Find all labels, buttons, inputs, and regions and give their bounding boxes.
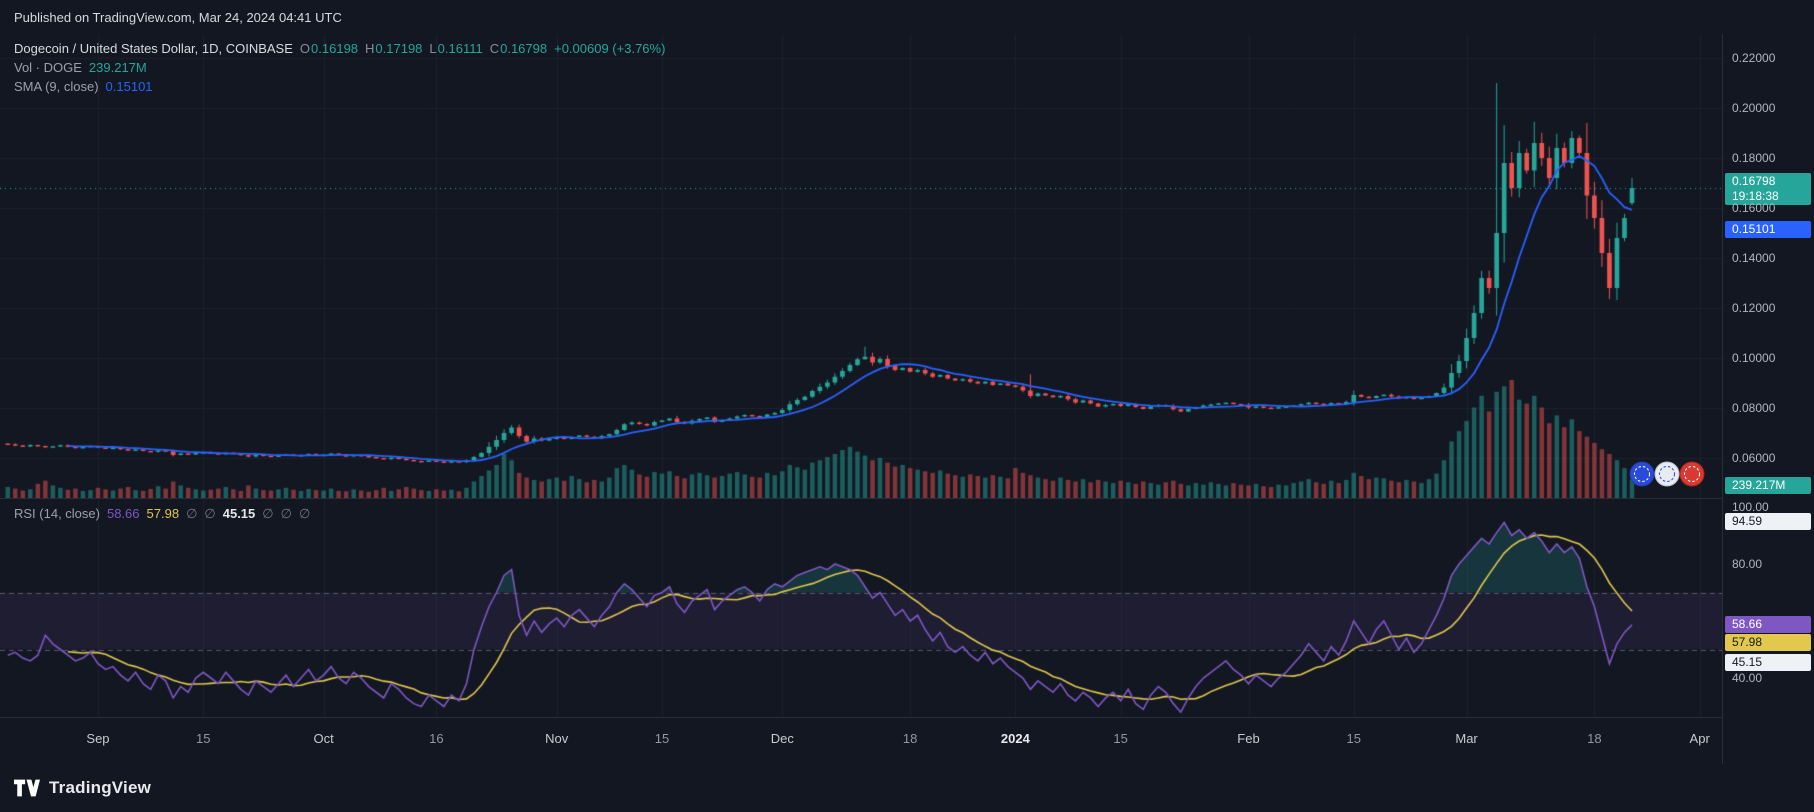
time-axis-label: 15 <box>196 731 211 746</box>
scale-label: 0.20000 <box>1732 101 1776 115</box>
rsi-null-value: ∅ <box>186 505 198 521</box>
time-axis-label: Mar <box>1455 731 1478 746</box>
time-axis-label: Sep <box>86 731 110 746</box>
close-value: 0.16798 <box>500 41 548 56</box>
rsi-value: 58.66 <box>106 506 140 521</box>
rsi-mid-badge-value: 45.15 <box>1732 655 1763 670</box>
scale-label: 0.18000 <box>1732 151 1776 165</box>
rsi-mid-badge: 45.15 <box>1725 654 1811 672</box>
rsi-ma-badge-value: 57.98 <box>1732 634 1763 649</box>
time-axis-label: 15 <box>654 731 670 746</box>
candle-countdown: 19:18:38 <box>1732 189 1779 204</box>
published-text: Published on TradingView.com, Mar 24, 20… <box>14 9 342 25</box>
volume-legend-label[interactable]: Vol · DOGE <box>14 60 82 75</box>
scale-label: 40.00 <box>1732 671 1763 685</box>
tradingview-wordmark[interactable]: TradingView <box>49 778 152 797</box>
rsi-chart-canvas[interactable] <box>0 499 1722 717</box>
time-axis-label: 18 <box>1587 731 1602 746</box>
last-price-badge: 0.16798 19:18:38 <box>1725 173 1811 206</box>
tradingview-logo-icon[interactable] <box>14 779 40 797</box>
scale-label: 80.00 <box>1732 557 1763 571</box>
rsi-ma-badge: 57.98 <box>1725 633 1811 651</box>
time-axis-label: Nov <box>545 731 569 746</box>
symbol-legend: Dogecoin / United States Dollar, 1D, COI… <box>14 39 665 96</box>
scale-label: 0.14000 <box>1732 251 1776 265</box>
rsi-null-value: ∅ <box>298 505 311 521</box>
time-axis-label: Dec <box>770 731 794 746</box>
footer-bar: TradingView <box>0 764 1814 812</box>
rsi-upper-badge: 94.59 <box>1725 513 1811 531</box>
open-value: 0.16198 <box>311 41 359 56</box>
time-axis-label: 15 <box>1346 731 1361 746</box>
rsi-null-value: ∅ <box>262 505 274 521</box>
rsi-legend: RSI (14, close) 58.66 57.98 ∅ ∅ 45.15 ∅ … <box>14 504 310 523</box>
low-label: L <box>429 41 437 56</box>
high-label: H <box>365 41 375 56</box>
rsi-badge: 58.66 <box>1725 615 1811 633</box>
sma-legend-label[interactable]: SMA (9, close) <box>14 79 99 94</box>
open-label: O <box>299 41 311 56</box>
last-price-value: 0.16798 <box>1732 174 1776 189</box>
low-value: 0.16111 <box>437 41 483 56</box>
published-bar: Published on TradingView.com, Mar 24, 20… <box>0 0 1814 34</box>
sma-badge: 0.15101 <box>1725 221 1811 239</box>
close-label: C <box>489 41 500 56</box>
symbol-title[interactable]: Dogecoin / United States Dollar, 1D, COI… <box>14 41 293 56</box>
time-axis-label: Apr <box>1689 731 1710 746</box>
rsi-null-value: ∅ <box>280 505 292 521</box>
rsi-badge-value: 58.66 <box>1732 616 1763 631</box>
scale-label: 0.06000 <box>1732 451 1776 465</box>
rsi-legend-title[interactable]: RSI (14, close) <box>14 506 100 521</box>
price-scale[interactable]: 0.16798 19:18:38 0.15101 239.217M 94.59 … <box>1723 0 1814 764</box>
time-axis-label: Feb <box>1237 731 1260 746</box>
time-axis-label: 2024 <box>1000 731 1030 746</box>
sma-legend-value: 0.15101 <box>105 79 153 94</box>
scale-label: 0.10000 <box>1732 351 1776 365</box>
scale-label: 0.22000 <box>1732 51 1776 65</box>
sma-badge-value: 0.15101 <box>1732 222 1776 237</box>
change-value: +0.00609 (+3.76%) <box>554 41 666 56</box>
scale-label: 100.00 <box>1732 500 1769 514</box>
price-chart-canvas[interactable] <box>0 34 1722 498</box>
rsi-ma-value: 57.98 <box>146 506 180 521</box>
pane-separator[interactable] <box>0 717 1814 718</box>
high-value: 0.17198 <box>375 41 423 56</box>
volume-legend-value: 239.217M <box>88 60 147 75</box>
scale-label: 0.08000 <box>1732 401 1776 415</box>
time-axis-label: 18 <box>902 731 918 746</box>
scale-label: 0.12000 <box>1732 301 1776 315</box>
volume-badge: 239.217M <box>1725 477 1811 494</box>
time-axis-label: 15 <box>1113 731 1128 746</box>
rsi-mid-value: 45.15 <box>222 506 256 521</box>
time-axis-label: Oct <box>313 731 334 746</box>
rsi-upper-badge-value: 94.59 <box>1732 514 1763 529</box>
rsi-null-value: ∅ <box>204 505 216 521</box>
time-axis-label: 16 <box>429 731 444 746</box>
price-scale-divider <box>1722 34 1723 764</box>
pane-separator[interactable] <box>0 498 1814 499</box>
time-scale[interactable]: Sep 15 Oct 16 Nov 15 Dec 18 2024 15 Feb 15 Mar 18 Apr <box>0 718 1722 764</box>
chips-watermark-icon <box>1629 461 1705 487</box>
volume-badge-value: 239.217M <box>1732 478 1786 492</box>
scale-label: 0.16000 <box>1732 201 1776 215</box>
